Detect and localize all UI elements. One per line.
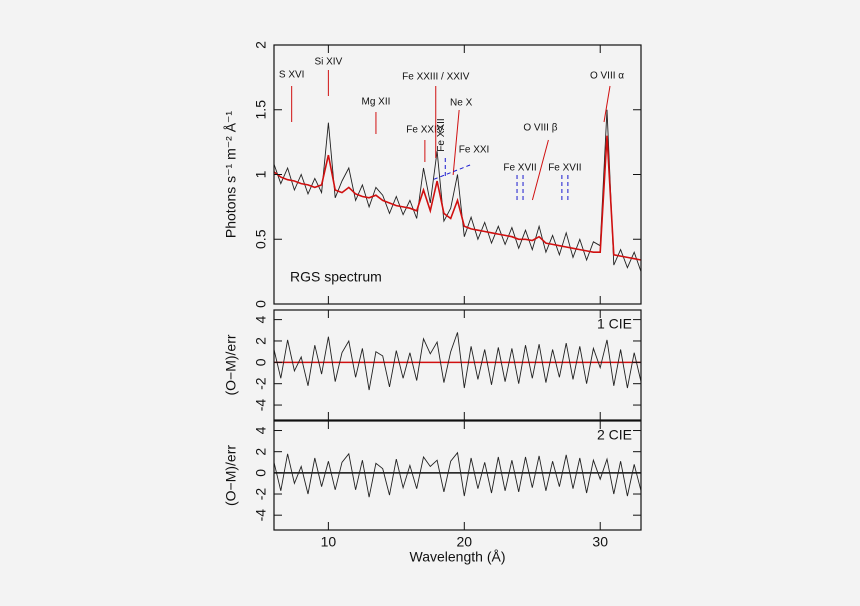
annotation: Mg XII xyxy=(361,97,390,108)
annotation: Fe XVII xyxy=(503,163,536,174)
y-tick-label: 0 xyxy=(253,300,269,308)
y-tick-label: 4 xyxy=(253,426,269,434)
y-tick-label: -2 xyxy=(253,377,269,390)
y-tick-label: 2 xyxy=(253,41,269,49)
annotation-line xyxy=(531,139,549,201)
annotation: O VIII α xyxy=(590,71,624,82)
series-line xyxy=(273,451,642,498)
series-line xyxy=(273,332,642,391)
series-line xyxy=(273,109,642,272)
y-axis-label: Photons s⁻¹ m⁻² Å⁻¹ xyxy=(223,111,239,239)
y-tick-label: 4 xyxy=(253,316,269,324)
y-tick-label: 1.5 xyxy=(253,100,269,120)
panel-label: 1 CIE xyxy=(597,316,632,332)
annotation: Si XIV xyxy=(314,57,342,68)
plot-frame xyxy=(273,420,642,531)
y-tick-label: -2 xyxy=(253,488,269,501)
annotation-line xyxy=(603,85,611,123)
plot-frame xyxy=(273,309,642,421)
panel-label: 2 CIE xyxy=(597,427,632,443)
annotation: Fe XXIV xyxy=(406,125,444,136)
y-tick-label: 2 xyxy=(253,337,269,345)
y-axis-label: (O−M)/err xyxy=(223,334,239,395)
x-tick-label: 30 xyxy=(592,534,608,550)
annotation: O VIII β xyxy=(523,123,557,134)
y-tick-label: 2 xyxy=(253,448,269,456)
series-line xyxy=(273,135,642,261)
y-tick-label: 0 xyxy=(253,358,269,366)
y-tick-label: 0.5 xyxy=(253,229,269,249)
panel-label: RGS spectrum xyxy=(290,269,382,285)
annotation: Ne X xyxy=(450,98,473,109)
annotation: S XVI xyxy=(279,70,305,81)
y-axis-label: (O−M)/err xyxy=(223,445,239,506)
annotation: Fe XXI xyxy=(459,145,490,156)
annotation: Fe XXII xyxy=(436,118,447,151)
x-tick-label: 20 xyxy=(457,534,473,550)
annotation-line xyxy=(452,109,460,176)
x-tick-label: 10 xyxy=(321,534,337,550)
y-tick-label: 0 xyxy=(253,469,269,477)
x-axis-label: Wavelength (Å) xyxy=(410,549,506,565)
annotation: Fe XVII xyxy=(548,163,581,174)
y-tick-label: -4 xyxy=(253,399,269,412)
annotation: Fe XXIII / XXIV xyxy=(402,72,470,83)
y-tick-label: 1 xyxy=(253,170,269,178)
annotation-line xyxy=(431,164,471,181)
y-tick-label: -4 xyxy=(253,509,269,522)
